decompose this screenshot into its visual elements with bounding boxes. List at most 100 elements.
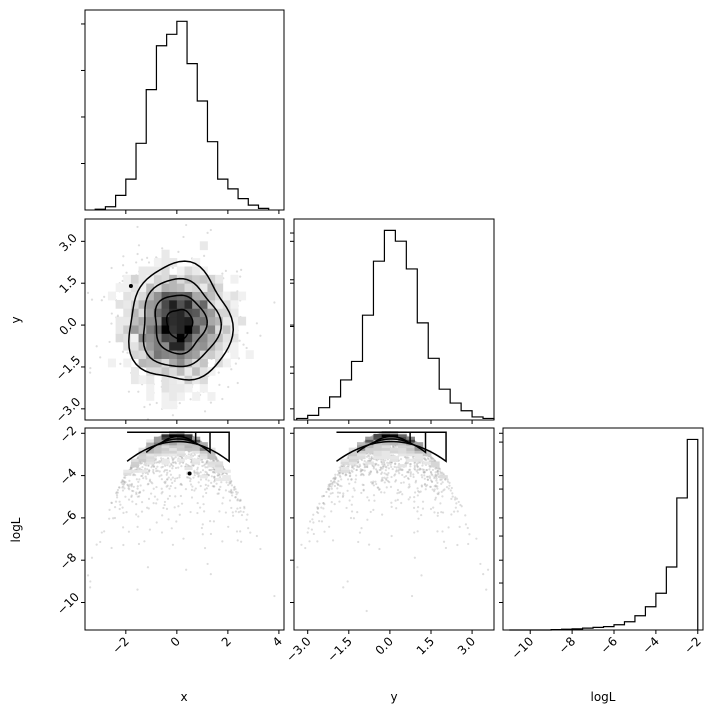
x-logL-point	[131, 500, 134, 503]
x-logL-point	[205, 462, 208, 465]
y-logL-point	[440, 478, 443, 481]
x-logL-point	[138, 495, 141, 498]
x-logL-point	[135, 503, 138, 506]
x-y-density-cell	[169, 392, 178, 401]
x-logL-point	[153, 495, 157, 498]
x-logL-point	[135, 493, 138, 496]
x-y-density-cell	[222, 341, 231, 351]
x-y-point	[182, 235, 185, 239]
x-logL-density-cell	[123, 472, 132, 476]
x-y-point	[155, 256, 158, 259]
x-logL-point	[237, 511, 240, 514]
x-logL-point	[218, 488, 221, 491]
x-y-contour	[154, 294, 208, 355]
x-logL-point	[116, 491, 119, 494]
x-logL-point	[137, 491, 141, 494]
x-logL-point	[146, 468, 149, 471]
x-y-density-cell	[215, 333, 224, 343]
x-logL-density-cell	[169, 442, 178, 446]
x-logL-point	[160, 492, 163, 495]
x-y-density-cell	[176, 392, 185, 401]
x-y-density-cell	[161, 291, 170, 301]
x-logL-density-cell	[161, 433, 170, 438]
x-y-point	[110, 312, 113, 315]
x-logL-density-cell	[153, 444, 162, 449]
x-y-density-cell	[207, 274, 216, 284]
x-y-point	[122, 255, 125, 258]
x-logL-point	[192, 476, 195, 479]
x-logL-point	[164, 469, 167, 472]
y-logL-point	[322, 494, 325, 498]
x-logL-point	[221, 502, 224, 505]
x-logL-point	[108, 517, 111, 520]
x-logL-point	[150, 492, 153, 495]
x-logL-point	[218, 472, 221, 476]
x-y-density-cell	[138, 308, 147, 318]
x-logL-point	[131, 489, 134, 492]
x-logL-point	[142, 489, 145, 492]
x-logL-point	[230, 506, 233, 510]
y-logL-point	[444, 546, 448, 550]
x-y-point	[146, 256, 149, 259]
x-logL-density-cell	[161, 447, 170, 451]
x-y-density-cell	[222, 299, 231, 309]
x-y-point	[140, 258, 144, 261]
x-logL-point	[202, 503, 205, 506]
x-y-point	[203, 410, 207, 413]
x-y-density-cell	[169, 316, 178, 326]
x-logL-point	[180, 456, 184, 459]
x-logL-point	[179, 483, 182, 486]
x-logL-point	[173, 506, 176, 509]
x-logL-point	[213, 476, 216, 480]
x-logL-density-cell	[176, 450, 185, 454]
x-logL-point	[168, 465, 171, 468]
x-y-density-cell	[123, 299, 132, 309]
x-logL-density-cell	[215, 461, 224, 465]
x-logL-density-cell	[184, 433, 193, 438]
x-logL-point	[180, 502, 184, 505]
x-logL-point	[99, 540, 102, 544]
x-logL-point	[212, 485, 215, 488]
x-y-density-cell	[138, 325, 147, 334]
x-logL-point	[178, 462, 181, 465]
x-logL-point	[124, 495, 127, 498]
x-y-density-cell	[169, 366, 178, 376]
x-logL-point	[151, 464, 154, 467]
x-logL-point	[130, 483, 133, 487]
x-logL-point	[168, 487, 171, 490]
x-logL-point	[152, 472, 156, 475]
x-logL-outlier-point	[187, 471, 192, 476]
y-logL-point	[433, 511, 436, 514]
x-logL-point	[90, 556, 94, 559]
x-logL-point	[209, 469, 212, 472]
y-logL-point	[393, 465, 396, 468]
y-logL-point	[358, 531, 362, 534]
x-logL-point	[166, 478, 169, 481]
x-y-density-cell	[169, 341, 178, 351]
x-logL-point	[161, 465, 164, 468]
x-y-density-cell	[207, 308, 216, 318]
x-logL-point	[206, 472, 209, 476]
x-logL-point	[171, 456, 174, 459]
x-logL-point	[210, 481, 213, 484]
x-y-density-cell	[161, 400, 170, 410]
y-logL-point	[404, 456, 407, 459]
x-logL-density-cell	[138, 455, 147, 460]
x-logL-point	[221, 472, 224, 475]
x-logL-point	[177, 505, 180, 508]
x-y-density-cell	[138, 333, 147, 343]
x-logL-point	[151, 482, 154, 485]
x-logL-point	[127, 498, 131, 501]
x-y-density-cell	[123, 283, 132, 292]
x-logL-point	[158, 461, 161, 464]
x-y-density-cell	[215, 308, 224, 318]
x-logL-point	[234, 496, 237, 499]
x-y-density-cell	[169, 325, 178, 334]
x-logL-point	[125, 511, 128, 514]
x-y-density-cell	[169, 358, 178, 368]
y-logL-point	[394, 499, 397, 502]
x-logL-point	[137, 515, 140, 518]
x-logL-point	[110, 501, 113, 504]
x-logL-point	[185, 568, 188, 571]
x-logL-point	[199, 478, 203, 481]
